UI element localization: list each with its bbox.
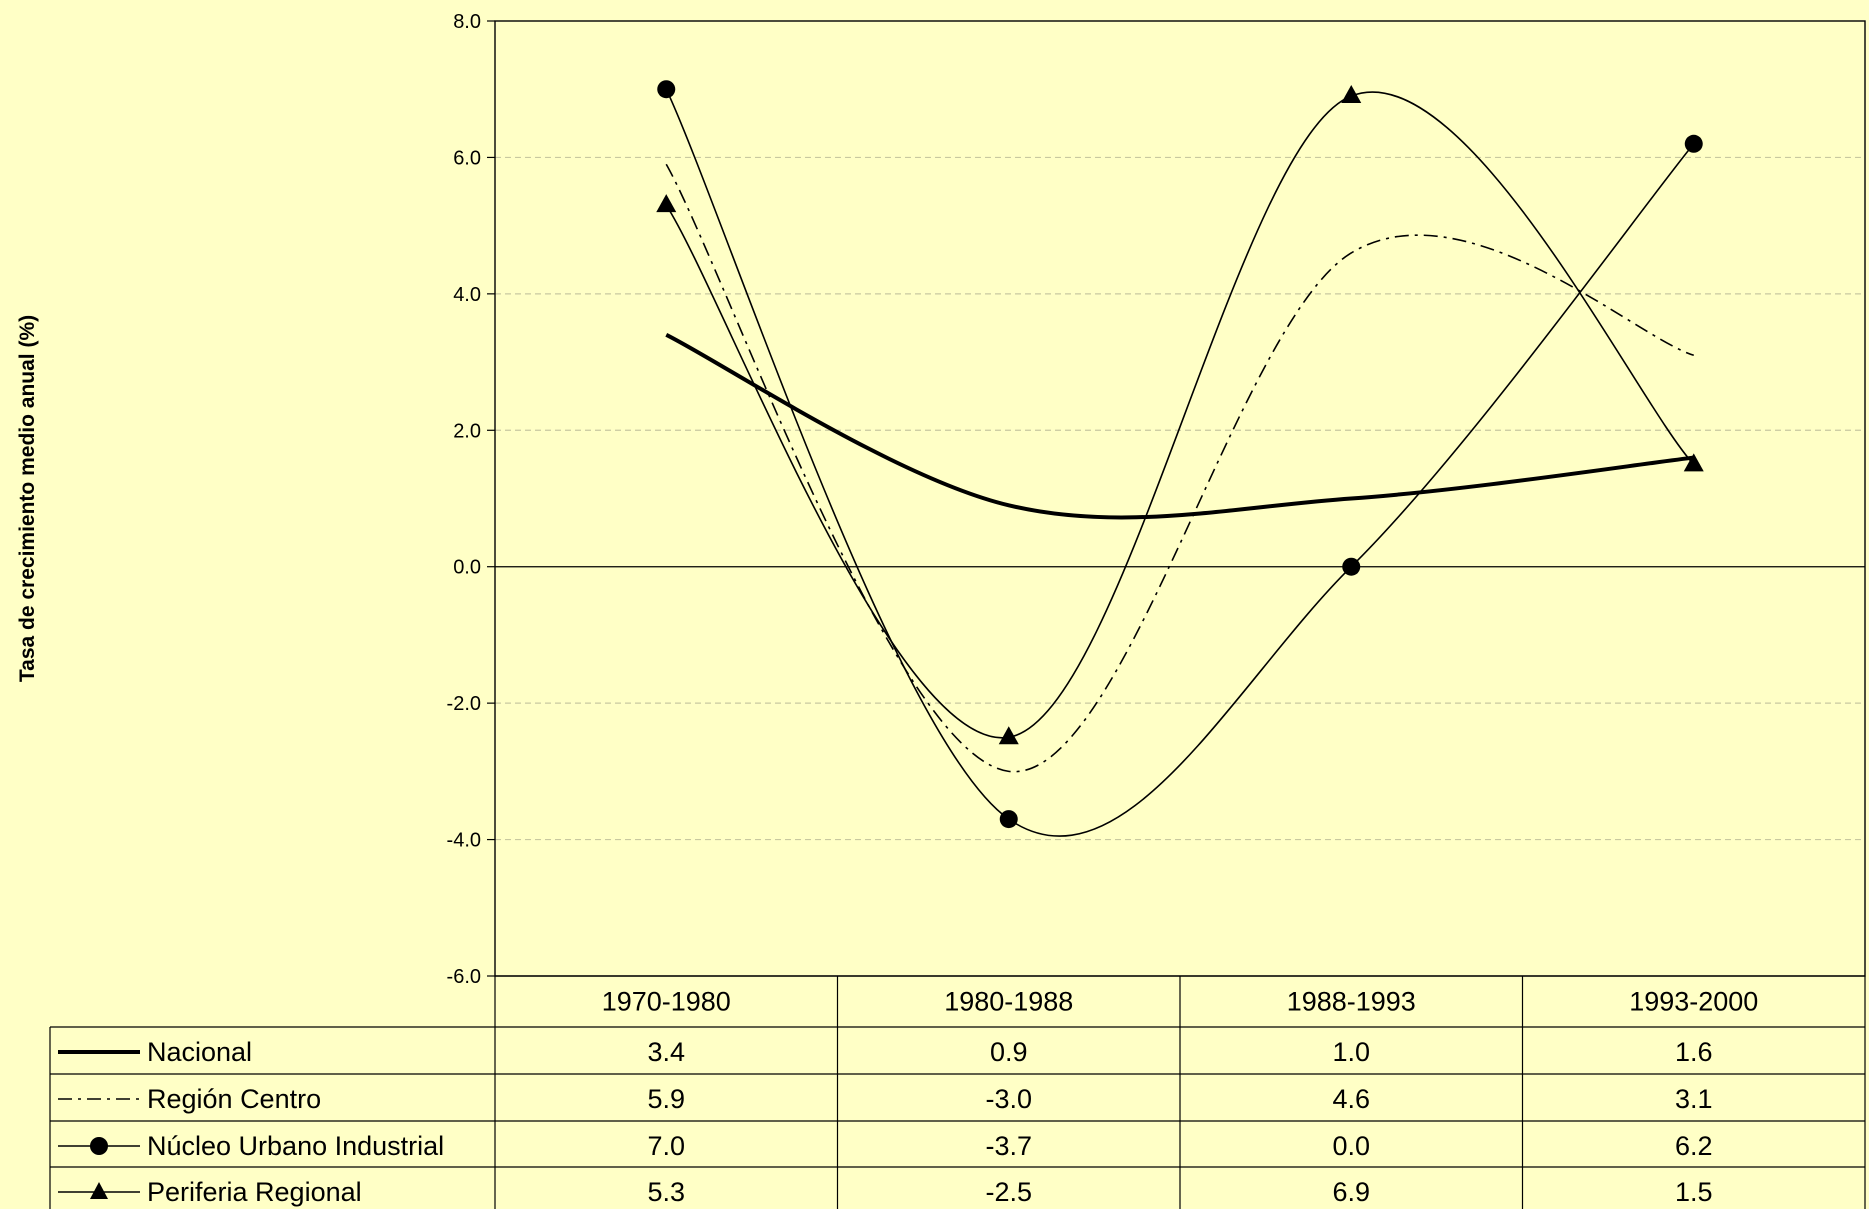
- data-point: [657, 80, 676, 99]
- data-label: -2.5: [985, 1177, 1032, 1207]
- data-label: 0.0: [1332, 1131, 1370, 1161]
- data-point: [1684, 134, 1703, 153]
- data-label: 1.5: [1675, 1177, 1713, 1207]
- data-point: [656, 194, 677, 213]
- data-label: 4.6: [1332, 1084, 1370, 1114]
- data-label: 1.6: [1675, 1037, 1713, 1067]
- data-label: 6.2: [1675, 1131, 1713, 1161]
- data-label: 6.9: [1332, 1177, 1370, 1207]
- x-tick-label: 1970-1980: [602, 987, 731, 1017]
- series-line: [665, 91, 1695, 739]
- data-label: 0.9: [990, 1037, 1028, 1067]
- data-label: -3.0: [985, 1084, 1032, 1114]
- series-line: [665, 88, 1695, 837]
- data-label: 5.3: [647, 1177, 685, 1207]
- legend-label: Región Centro: [147, 1084, 321, 1114]
- data-label: 3.4: [647, 1037, 685, 1067]
- grid: [495, 156, 1865, 841]
- data-point: [1683, 453, 1704, 472]
- y-tick-label: 4.0: [453, 284, 481, 306]
- x-tick-label: 1993-2000: [1629, 987, 1758, 1017]
- legend-label: Nacional: [147, 1037, 252, 1067]
- legend-label: Periferia Regional: [147, 1177, 362, 1207]
- axes: 8.0 6.0 4.0 2.0 0.0 -2.0 -4.0 -6.0: [447, 11, 1866, 988]
- data-table: 1970-1980 1980-1988 1988-1993 1993-2000 Naci…: [49, 975, 1866, 1209]
- y-tick-label: -6.0: [447, 966, 481, 988]
- data-point: [999, 810, 1018, 829]
- legend-key-marker: [90, 1182, 108, 1199]
- y-axis-label: Tasa de crecimiento medio anual (%): [16, 315, 39, 682]
- data-point: [1341, 85, 1362, 104]
- data-label: 3.1: [1675, 1084, 1713, 1114]
- data-point: [1342, 557, 1361, 576]
- data-point: [998, 726, 1019, 745]
- data-label: 1.0: [1332, 1037, 1370, 1067]
- y-tick-label: 8.0: [453, 11, 481, 33]
- data-label: 5.9: [647, 1084, 685, 1114]
- y-tick-label: -4.0: [447, 830, 481, 852]
- data-label: -3.7: [985, 1131, 1032, 1161]
- y-tick-label: 6.0: [453, 147, 481, 169]
- y-tick-label: 2.0: [453, 420, 481, 442]
- legend-label: Núcleo Urbano Industrial: [147, 1131, 444, 1161]
- data-label: 7.0: [647, 1131, 685, 1161]
- y-tick-label: -2.0: [447, 693, 481, 715]
- series-line: [665, 163, 1694, 773]
- x-tick-label: 1980-1988: [944, 987, 1073, 1017]
- series-line: [665, 332, 1694, 520]
- series: [656, 80, 1704, 837]
- y-tick-label: 0.0: [453, 557, 481, 579]
- legend-key-marker: [90, 1137, 108, 1155]
- x-tick-label: 1988-1993: [1287, 987, 1416, 1017]
